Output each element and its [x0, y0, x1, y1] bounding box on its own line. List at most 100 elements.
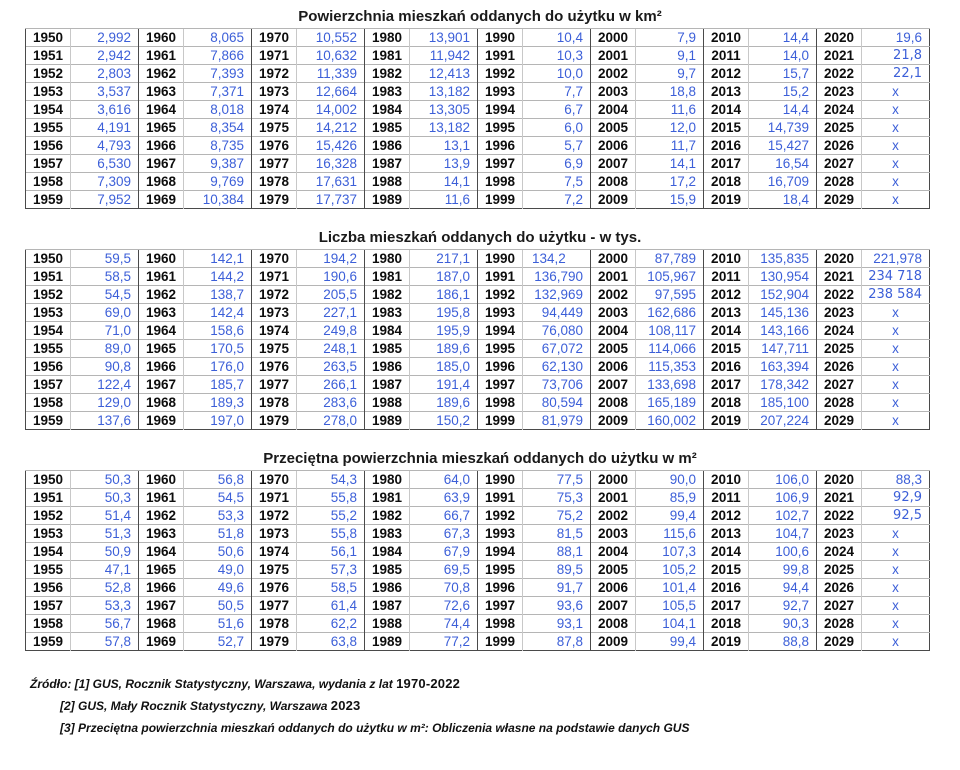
value-cell: 47,1 — [70, 560, 139, 579]
year-cell: 1986 — [364, 136, 410, 155]
value-cell: 18,4 — [748, 190, 817, 209]
value-cell: 104,1 — [635, 614, 704, 633]
table-row: 1955 47,1 1965 49,0 1975 57,3 1985 69,5 1995 89,5… — [25, 560, 930, 579]
value-cell: 13,901 — [409, 28, 478, 47]
year-cell: 1952 — [25, 506, 71, 525]
value-cell: 163,394 — [748, 357, 817, 376]
year-cell: 2008 — [590, 393, 636, 412]
value-cell: 89,5 — [522, 560, 591, 579]
year-cell: 2011 — [703, 488, 749, 507]
table-section-count-thousands: Liczba mieszkań oddanych do użytku - w t… — [0, 229, 960, 430]
value-cell: x — [861, 339, 930, 358]
value-cell: 76,080 — [522, 321, 591, 340]
year-cell: 1992 — [477, 64, 523, 83]
year-cell: 1955 — [25, 118, 71, 137]
value-cell: 176,0 — [183, 357, 252, 376]
year-cell: 1966 — [138, 136, 184, 155]
value-cell: 77,2 — [409, 632, 478, 651]
year-cell: 2020 — [816, 470, 862, 489]
table-row: 1953 51,3 1963 51,8 1973 55,8 1983 67,3 1993 81,5… — [25, 524, 930, 543]
value-cell: 162,686 — [635, 303, 704, 322]
value-cell: 92,7 — [748, 596, 817, 615]
year-cell: 2004 — [590, 100, 636, 119]
value-cell: 11,7 — [635, 136, 704, 155]
value-cell: 18,8 — [635, 82, 704, 101]
year-cell: 1959 — [25, 632, 71, 651]
year-cell: 1975 — [251, 560, 297, 579]
value-cell: 143,166 — [748, 321, 817, 340]
value-cell: 6,9 — [522, 154, 591, 173]
value-cell: 197,0 — [183, 411, 252, 430]
year-cell: 2002 — [590, 506, 636, 525]
year-cell: 2017 — [703, 375, 749, 394]
value-cell: 51,3 — [70, 524, 139, 543]
year-cell: 2021 — [816, 488, 862, 507]
table-row: 1957 53,3 1967 50,5 1977 61,4 1987 72,6 1997 93,6… — [25, 596, 930, 615]
year-cell: 1951 — [25, 488, 71, 507]
year-cell: 1991 — [477, 267, 523, 286]
year-cell: 1969 — [138, 632, 184, 651]
value-cell: 15,9 — [635, 190, 704, 209]
value-cell: 8,735 — [183, 136, 252, 155]
year-cell: 1980 — [364, 249, 410, 268]
value-cell: 75,2 — [522, 506, 591, 525]
year-cell: 2026 — [816, 357, 862, 376]
value-cell: 105,2 — [635, 560, 704, 579]
value-cell: x — [861, 524, 930, 543]
year-cell: 2018 — [703, 393, 749, 412]
table-row: 1954 71,0 1964 158,6 1974 249,8 1984 195,9 1994 7… — [25, 321, 930, 340]
value-cell: 50,3 — [70, 488, 139, 507]
value-cell: 88,3 — [861, 470, 930, 489]
year-cell: 1992 — [477, 506, 523, 525]
value-cell: 108,117 — [635, 321, 704, 340]
year-cell: 1973 — [251, 303, 297, 322]
value-cell: 158,6 — [183, 321, 252, 340]
value-cell: 91,7 — [522, 578, 591, 597]
value-cell: 221,978 — [861, 249, 930, 268]
year-cell: 1953 — [25, 524, 71, 543]
year-cell: 1981 — [364, 46, 410, 65]
data-table-area-km2: 1950 2,992 1960 8,065 1970 10,552 1980 13,901 19… — [25, 28, 930, 209]
value-cell: 207,224 — [748, 411, 817, 430]
year-cell: 1985 — [364, 339, 410, 358]
value-cell: 7,371 — [183, 82, 252, 101]
value-cell: 63,9 — [409, 488, 478, 507]
year-cell: 1962 — [138, 64, 184, 83]
value-cell: 13,182 — [409, 118, 478, 137]
year-cell: 2018 — [703, 614, 749, 633]
value-cell: 278,0 — [296, 411, 365, 430]
value-cell: 186,1 — [409, 285, 478, 304]
value-cell: 15,2 — [748, 82, 817, 101]
value-cell: 114,066 — [635, 339, 704, 358]
year-cell: 1980 — [364, 28, 410, 47]
table-row: 1958 56,7 1968 51,6 1978 62,2 1988 74,4 1998 93,1… — [25, 614, 930, 633]
data-table-avg-area-m2: 1950 50,3 1960 56,8 1970 54,3 1980 64,0 1990 77,5… — [25, 470, 930, 651]
year-cell: 1985 — [364, 118, 410, 137]
value-cell: 185,0 — [409, 357, 478, 376]
year-cell: 2027 — [816, 154, 862, 173]
year-cell: 1989 — [364, 632, 410, 651]
year-cell: 1977 — [251, 596, 297, 615]
source-line-2-text: [2] GUS, Mały Rocznik Statystyczny, Wars… — [60, 699, 331, 713]
source-line-2: [2] GUS, Mały Rocznik Statystyczny, Wars… — [0, 695, 960, 717]
year-cell: 1990 — [477, 249, 523, 268]
year-cell: 1958 — [25, 614, 71, 633]
year-cell: 2023 — [816, 524, 862, 543]
year-cell: 1950 — [25, 470, 71, 489]
year-cell: 2021 — [816, 267, 862, 286]
year-cell: 2004 — [590, 542, 636, 561]
year-cell: 2013 — [703, 524, 749, 543]
year-cell: 2005 — [590, 118, 636, 137]
value-cell: 130,954 — [748, 267, 817, 286]
year-cell: 2010 — [703, 28, 749, 47]
value-cell: 9,387 — [183, 154, 252, 173]
year-cell: 1986 — [364, 357, 410, 376]
value-cell: 11,339 — [296, 64, 365, 83]
year-cell: 2025 — [816, 339, 862, 358]
year-cell: 1974 — [251, 100, 297, 119]
value-cell: 53,3 — [70, 596, 139, 615]
value-cell: 6,530 — [70, 154, 139, 173]
table-section-area-km2: Powierzchnia mieszkań oddanych do użytku… — [0, 8, 960, 209]
year-cell: 2007 — [590, 375, 636, 394]
value-cell: 2,942 — [70, 46, 139, 65]
